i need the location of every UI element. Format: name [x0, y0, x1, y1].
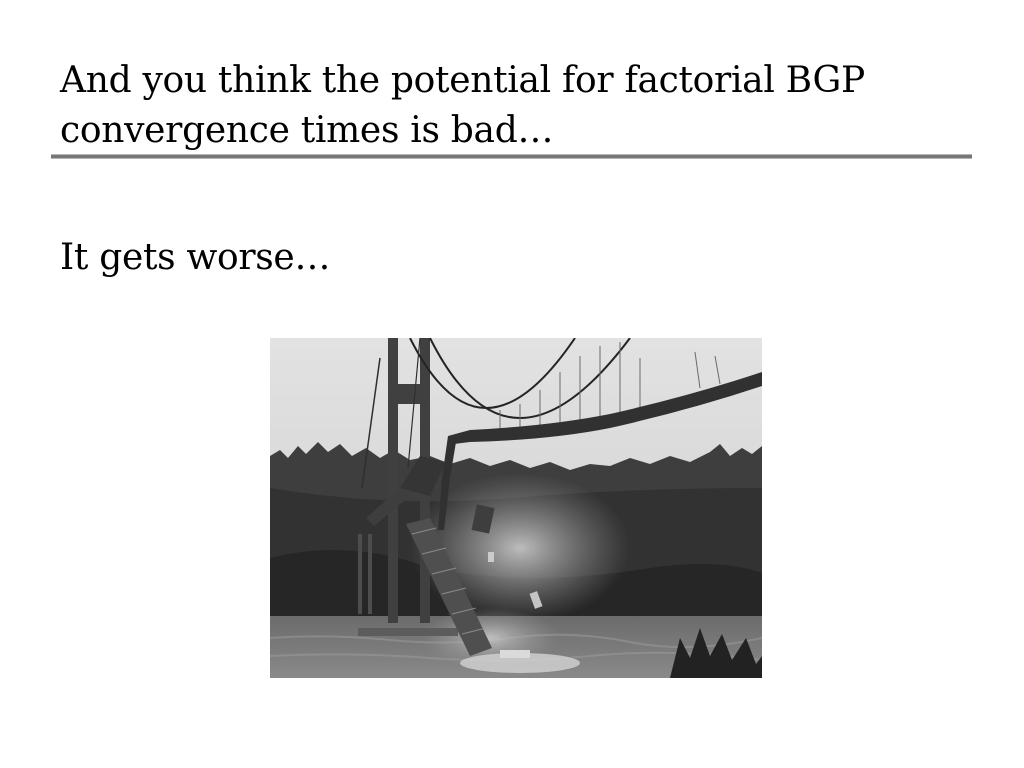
slide-title-line-1: And you think the potential for factoria…	[60, 60, 865, 101]
bridge-collapse-photo	[270, 338, 762, 678]
slide-body-text: It gets worse…	[60, 237, 331, 278]
title-divider	[51, 154, 972, 159]
slide-title: And you think the potential for factoria…	[60, 56, 960, 156]
slide-title-line-2: convergence times is bad…	[60, 110, 554, 151]
